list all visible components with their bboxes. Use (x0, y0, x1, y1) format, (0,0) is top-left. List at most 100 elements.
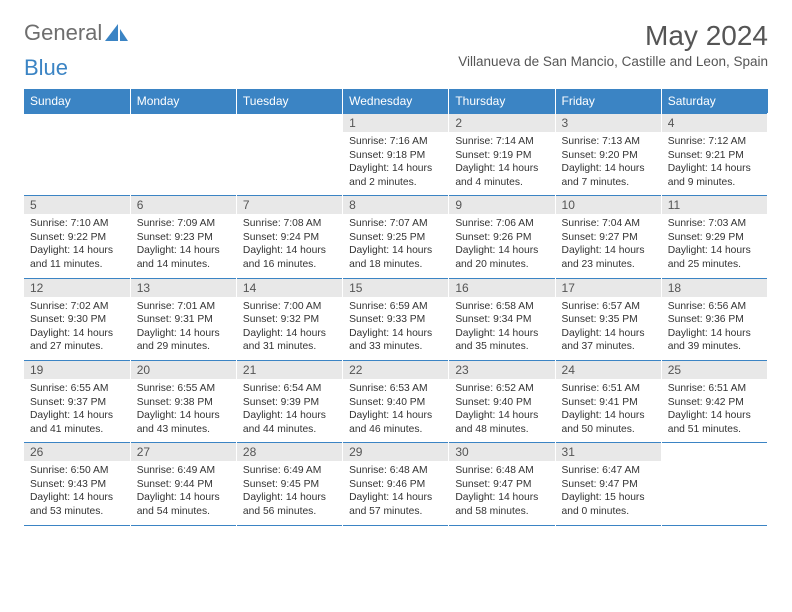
daylight-text: Daylight: 14 hours and 41 minutes. (30, 409, 124, 436)
day-details: Sunrise: 6:48 AMSunset: 9:47 PMDaylight:… (455, 464, 548, 518)
calendar-day-cell: 31Sunrise: 6:47 AMSunset: 9:47 PMDayligh… (555, 443, 661, 525)
calendar-table: SundayMondayTuesdayWednesdayThursdayFrid… (24, 89, 768, 526)
calendar-empty-cell (24, 114, 130, 196)
sunset-text: Sunset: 9:38 PM (137, 396, 230, 410)
day-details: Sunrise: 7:14 AMSunset: 9:19 PMDaylight:… (455, 135, 548, 189)
sunrise-text: Sunrise: 6:52 AM (455, 382, 548, 396)
day-details: Sunrise: 6:58 AMSunset: 9:34 PMDaylight:… (455, 300, 548, 354)
calendar-day-cell: 21Sunrise: 6:54 AMSunset: 9:39 PMDayligh… (236, 360, 342, 442)
sunrise-text: Sunrise: 7:01 AM (137, 300, 230, 314)
sunrise-text: Sunrise: 6:59 AM (349, 300, 442, 314)
day-number: 6 (131, 196, 236, 214)
sunrise-text: Sunrise: 6:54 AM (243, 382, 336, 396)
calendar-day-cell: 4Sunrise: 7:12 AMSunset: 9:21 PMDaylight… (661, 114, 767, 196)
daylight-text: Daylight: 14 hours and 18 minutes. (349, 244, 442, 271)
daylight-text: Daylight: 14 hours and 7 minutes. (562, 162, 655, 189)
calendar-empty-cell (661, 443, 767, 525)
day-details: Sunrise: 7:09 AMSunset: 9:23 PMDaylight:… (137, 217, 230, 271)
daylight-text: Daylight: 14 hours and 51 minutes. (668, 409, 761, 436)
day-number: 25 (662, 361, 767, 379)
sunset-text: Sunset: 9:33 PM (349, 313, 442, 327)
day-number: 31 (556, 443, 661, 461)
day-details: Sunrise: 7:10 AMSunset: 9:22 PMDaylight:… (30, 217, 124, 271)
day-details: Sunrise: 6:52 AMSunset: 9:40 PMDaylight:… (455, 382, 548, 436)
day-number: 15 (343, 279, 448, 297)
calendar-day-cell: 29Sunrise: 6:48 AMSunset: 9:46 PMDayligh… (343, 443, 449, 525)
calendar-day-cell: 28 Sunrise: 6:49 AMSunset: 9:45 PMDayligh… (236, 443, 342, 525)
day-details: Sunrise: 7:02 AMSunset: 9:30 PMDaylight:… (30, 300, 124, 354)
calendar-day-cell: 5Sunrise: 7:10 AMSunset: 9:22 PMDaylight… (24, 196, 130, 278)
day-number: 18 (662, 279, 767, 297)
calendar-day-cell: 22Sunrise: 6:53 AMSunset: 9:40 PMDayligh… (343, 360, 449, 442)
day-number: 11 (662, 196, 767, 214)
day-number: 17 (556, 279, 661, 297)
sunset-text: Sunset: 9:34 PM (455, 313, 548, 327)
daylight-text: Daylight: 14 hours and 43 minutes. (137, 409, 230, 436)
sunrise-text: Sunrise: 6:55 AM (137, 382, 230, 396)
calendar-day-cell: 6 Sunrise: 7:09 AMSunset: 9:23 PMDaylight… (130, 196, 236, 278)
weekday-header: Sunday (24, 89, 130, 114)
sunset-text: Sunset: 9:40 PM (349, 396, 442, 410)
sunset-text: Sunset: 9:47 PM (562, 478, 655, 492)
day-details: Sunrise: 6:53 AMSunset: 9:40 PMDaylight:… (349, 382, 442, 436)
day-details: Sunrise: 7:16 AMSunset: 9:18 PMDaylight:… (349, 135, 442, 189)
calendar-day-cell: 18 Sunrise: 6:56 AMSunset: 9:36 PMDayligh… (661, 278, 767, 360)
calendar-body: 1Sunrise: 7:16 AMSunset: 9:18 PMDaylight… (24, 114, 768, 526)
sunset-text: Sunset: 9:19 PM (455, 149, 548, 163)
sunrise-text: Sunrise: 7:03 AM (668, 217, 761, 231)
daylight-text: Daylight: 14 hours and 20 minutes. (455, 244, 548, 271)
sunset-text: Sunset: 9:30 PM (30, 313, 124, 327)
sunset-text: Sunset: 9:36 PM (668, 313, 761, 327)
daylight-text: Daylight: 14 hours and 11 minutes. (30, 244, 124, 271)
calendar-week-row: 12Sunrise: 7:02 AMSunset: 9:30 PMDayligh… (24, 278, 768, 360)
daylight-text: Daylight: 14 hours and 56 minutes. (243, 491, 336, 518)
sunset-text: Sunset: 9:32 PM (243, 313, 336, 327)
daylight-text: Daylight: 14 hours and 39 minutes. (668, 327, 761, 354)
day-details: Sunrise: 6:59 AMSunset: 9:33 PMDaylight:… (349, 300, 442, 354)
sunrise-text: Sunrise: 6:48 AM (455, 464, 548, 478)
sunset-text: Sunset: 9:37 PM (30, 396, 124, 410)
day-details: Sunrise: 6:56 AMSunset: 9:36 PMDaylight:… (668, 300, 761, 354)
day-details: Sunrise: 6:57 AMSunset: 9:35 PMDaylight:… (562, 300, 655, 354)
sunrise-text: Sunrise: 6:56 AM (668, 300, 761, 314)
sunset-text: Sunset: 9:39 PM (243, 396, 336, 410)
sunrise-text: Sunrise: 6:50 AM (30, 464, 124, 478)
daylight-text: Daylight: 14 hours and 9 minutes. (668, 162, 761, 189)
day-number: 4 (662, 114, 767, 132)
sunset-text: Sunset: 9:29 PM (668, 231, 761, 245)
daylight-text: Daylight: 14 hours and 50 minutes. (562, 409, 655, 436)
calendar-week-row: 19Sunrise: 6:55 AMSunset: 9:37 PMDayligh… (24, 360, 768, 442)
calendar-day-cell: 30Sunrise: 6:48 AMSunset: 9:47 PMDayligh… (449, 443, 555, 525)
sunrise-text: Sunrise: 7:06 AM (455, 217, 548, 231)
sunset-text: Sunset: 9:31 PM (137, 313, 230, 327)
weekday-header: Thursday (449, 89, 555, 114)
sunset-text: Sunset: 9:35 PM (562, 313, 655, 327)
sunset-text: Sunset: 9:26 PM (455, 231, 548, 245)
sunrise-text: Sunrise: 7:14 AM (455, 135, 548, 149)
calendar-day-cell: 26Sunrise: 6:50 AMSunset: 9:43 PMDayligh… (24, 443, 130, 525)
day-details: Sunrise: 6:49 AMSunset: 9:45 PMDaylight:… (243, 464, 336, 518)
sunrise-text: Sunrise: 6:53 AM (349, 382, 442, 396)
day-details: Sunrise: 6:55 AMSunset: 9:37 PMDaylight:… (30, 382, 124, 436)
calendar-day-cell: 7Sunrise: 7:08 AMSunset: 9:24 PMDaylight… (236, 196, 342, 278)
daylight-text: Daylight: 14 hours and 53 minutes. (30, 491, 124, 518)
title-block: May 2024 Villanueva de San Mancio, Casti… (458, 20, 768, 69)
day-number: 28 (237, 443, 342, 461)
day-details: Sunrise: 6:51 AMSunset: 9:42 PMDaylight:… (668, 382, 761, 436)
daylight-text: Daylight: 14 hours and 27 minutes. (30, 327, 124, 354)
sunrise-text: Sunrise: 6:48 AM (349, 464, 442, 478)
daylight-text: Daylight: 14 hours and 57 minutes. (349, 491, 442, 518)
daylight-text: Daylight: 14 hours and 35 minutes. (455, 327, 548, 354)
day-number: 24 (556, 361, 661, 379)
daylight-text: Daylight: 14 hours and 25 minutes. (668, 244, 761, 271)
sunrise-text: Sunrise: 7:04 AM (562, 217, 655, 231)
sunrise-text: Sunrise: 7:16 AM (349, 135, 442, 149)
daylight-text: Daylight: 14 hours and 31 minutes. (243, 327, 336, 354)
day-number: 3 (556, 114, 661, 132)
day-number: 7 (237, 196, 342, 214)
daylight-text: Daylight: 14 hours and 46 minutes. (349, 409, 442, 436)
day-number: 13 (131, 279, 236, 297)
day-details: Sunrise: 6:55 AMSunset: 9:38 PMDaylight:… (137, 382, 230, 436)
day-number: 21 (237, 361, 342, 379)
sunrise-text: Sunrise: 7:12 AM (668, 135, 761, 149)
